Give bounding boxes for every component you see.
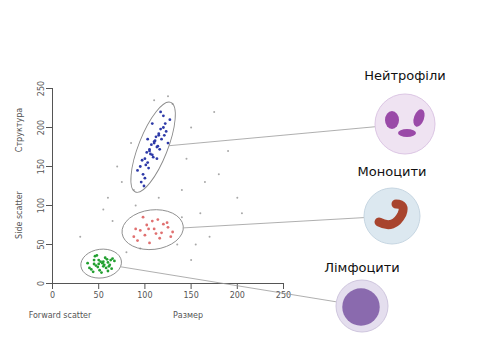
svg-text:Forward scatter: Forward scatter	[29, 311, 92, 320]
svg-text:Моноцити: Моноцити	[358, 164, 427, 179]
svg-text:100: 100	[37, 198, 46, 213]
svg-text:0: 0	[37, 281, 46, 286]
svg-text:200: 200	[37, 120, 46, 135]
svg-text:50: 50	[94, 291, 104, 300]
svg-text:Нейтрофіли: Нейтрофіли	[364, 68, 446, 83]
svg-text:0: 0	[50, 291, 55, 300]
svg-text:250: 250	[37, 81, 46, 96]
svg-text:250: 250	[275, 291, 292, 301]
svg-text:Размер: Размер	[173, 311, 203, 320]
svg-text:50: 50	[37, 239, 46, 249]
svg-text:Side scatter: Side scatter	[15, 190, 24, 239]
svg-text:200: 200	[230, 291, 245, 300]
svg-text:150: 150	[183, 291, 198, 300]
svg-text:Лімфоцити: Лімфоцити	[324, 260, 400, 275]
svg-text:100: 100	[137, 291, 152, 300]
svg-text:Структура: Структура	[15, 108, 24, 152]
svg-text:150: 150	[37, 159, 46, 174]
